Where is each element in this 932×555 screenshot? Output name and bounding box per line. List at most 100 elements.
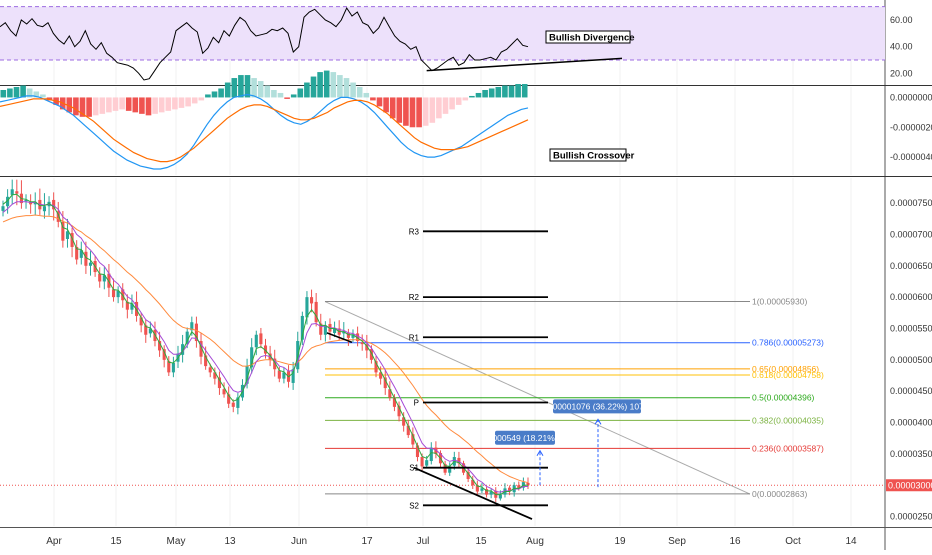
candle-body (102, 275, 106, 282)
candle-body (342, 331, 346, 334)
ema-fast-line (2, 193, 528, 496)
macd-histogram-bar (356, 87, 363, 98)
x-tick-label: 14 (845, 536, 857, 547)
macd-histogram-bar (409, 97, 416, 128)
macd-histogram-bar (469, 95, 475, 98)
candle-body (190, 322, 194, 331)
rsi-band (0, 6, 885, 60)
macd-line (0, 93, 529, 170)
macd-histogram-bar (238, 75, 244, 98)
current-price-label: 0.00003000 (888, 481, 932, 491)
ema-slow-line (2, 214, 529, 484)
candle-body (24, 199, 28, 202)
macd-histogram-bar (13, 87, 20, 98)
candle-body (130, 303, 134, 310)
macd-histogram-bar (290, 94, 297, 98)
candle-body (33, 201, 37, 205)
candle-body (125, 301, 129, 310)
candle-body (204, 355, 208, 367)
macd-y-tick: -0.00000400 (890, 152, 932, 162)
candle-body (420, 457, 424, 467)
candle-body (70, 233, 74, 247)
macd-histogram-bar (403, 97, 409, 126)
candle-body (144, 325, 148, 335)
fib-level-label: 0.236(0.00003587) (752, 443, 824, 453)
rsi-y-tick: 20.00 (890, 68, 913, 78)
macd-histogram-bar (389, 97, 396, 119)
candle-body (208, 367, 212, 373)
candle-body (429, 447, 433, 462)
macd-histogram-bar (363, 92, 370, 98)
candle-body (194, 323, 198, 342)
candle-body (457, 457, 461, 464)
candle-body (61, 221, 65, 241)
macd-histogram-bar (106, 97, 112, 113)
macd-histogram-bar (99, 97, 106, 114)
x-tick-label: Jul (417, 536, 430, 547)
rsi-y-tick: 60.00 (890, 15, 913, 25)
macd-histogram-bar (455, 97, 462, 105)
candle-body (213, 372, 217, 379)
macd-histogram-bar (165, 97, 172, 111)
candle-body (466, 471, 470, 479)
candle-body (250, 347, 254, 368)
macd-histogram-bar (139, 97, 145, 114)
fib-level-label: 0.786(0.00005273) (752, 338, 824, 348)
macd-histogram-bar (224, 82, 231, 98)
candle-body (425, 460, 429, 466)
x-tick-label: May (167, 536, 186, 547)
macd-histogram-bar (152, 97, 158, 114)
macd-histogram-bar (482, 89, 488, 98)
candle-body (259, 333, 263, 345)
candle-body (526, 482, 530, 486)
candle-body (282, 372, 286, 379)
candle-body (402, 417, 406, 426)
candle-body (158, 341, 162, 351)
annotation-text: Bullish Divergence (549, 33, 635, 44)
candle-body (199, 341, 203, 357)
candle-body (434, 447, 438, 454)
rsi-annotation: Bullish Divergence (545, 30, 635, 44)
candle-body (369, 349, 373, 360)
candle-body (314, 301, 318, 323)
candle-body (181, 344, 185, 355)
candle-body (1, 206, 5, 211)
pivot-label: P (414, 398, 419, 407)
annotation-text: Bullish Crossover (553, 151, 635, 162)
candle-body (351, 334, 355, 338)
candle-body (15, 191, 19, 194)
fib-level-label: 0.65(0.00004856) (752, 364, 819, 374)
candle-body (379, 372, 383, 379)
macd-histogram-bar (20, 85, 26, 98)
candle-body (75, 246, 79, 260)
measure-box (553, 399, 641, 414)
candle-body (185, 331, 189, 345)
candle-body (300, 315, 304, 340)
macd-histogram-bar (436, 97, 442, 119)
candle-body (485, 489, 489, 495)
ema-mid-line (2, 201, 528, 493)
candle-body (392, 397, 396, 407)
candle-body (448, 466, 452, 473)
macd-histogram-bar (251, 78, 257, 98)
macd-histogram-bar (218, 88, 224, 98)
candle-body (517, 485, 521, 489)
macd-histogram-bar (376, 97, 383, 107)
macd-histogram-bar (495, 87, 502, 98)
macd-histogram-bar (508, 85, 515, 98)
candle-body (323, 325, 327, 335)
macd-histogram-bar (442, 97, 449, 114)
macd-histogram-bar (502, 85, 508, 98)
x-tick-label: 16 (729, 536, 741, 547)
macd-histogram-bar (310, 76, 317, 98)
annotation-box (545, 30, 631, 44)
measure-arrow (594, 418, 602, 425)
candle-body (305, 297, 309, 318)
macd-histogram-bar (429, 97, 436, 123)
candle-body (42, 206, 46, 212)
fib-level-label: 0.618(0.00004758) (752, 370, 824, 380)
